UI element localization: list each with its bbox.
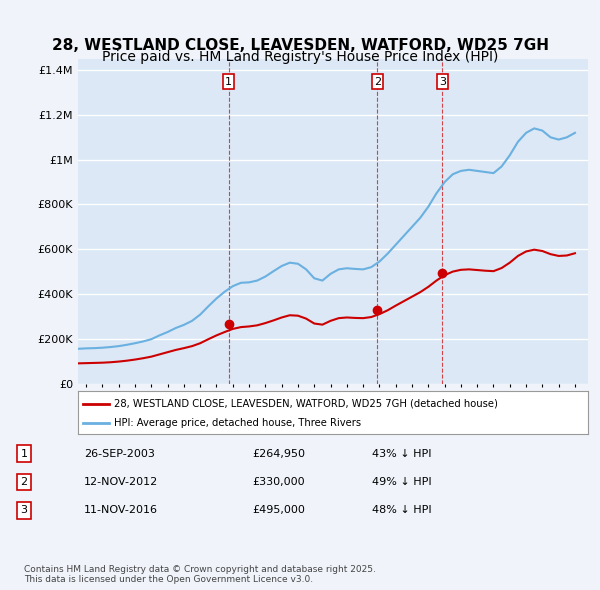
Text: £330,000: £330,000 [252,477,305,487]
Text: 12-NOV-2012: 12-NOV-2012 [84,477,158,487]
Text: 43% ↓ HPI: 43% ↓ HPI [372,449,431,458]
Text: Price paid vs. HM Land Registry's House Price Index (HPI): Price paid vs. HM Land Registry's House … [102,50,498,64]
Text: 3: 3 [439,77,446,87]
Text: 2: 2 [374,77,381,87]
Text: 1: 1 [225,77,232,87]
Text: 48% ↓ HPI: 48% ↓ HPI [372,506,431,515]
Text: 11-NOV-2016: 11-NOV-2016 [84,506,158,515]
Text: 1: 1 [20,449,28,458]
Text: 26-SEP-2003: 26-SEP-2003 [84,449,155,458]
Text: HPI: Average price, detached house, Three Rivers: HPI: Average price, detached house, Thre… [114,418,361,428]
Text: 28, WESTLAND CLOSE, LEAVESDEN, WATFORD, WD25 7GH (detached house): 28, WESTLAND CLOSE, LEAVESDEN, WATFORD, … [114,399,497,409]
Text: £495,000: £495,000 [252,506,305,515]
Text: 3: 3 [20,506,28,515]
Text: Contains HM Land Registry data © Crown copyright and database right 2025.
This d: Contains HM Land Registry data © Crown c… [24,565,376,584]
Text: 28, WESTLAND CLOSE, LEAVESDEN, WATFORD, WD25 7GH: 28, WESTLAND CLOSE, LEAVESDEN, WATFORD, … [52,38,548,53]
Text: £264,950: £264,950 [252,449,305,458]
Text: 49% ↓ HPI: 49% ↓ HPI [372,477,431,487]
Text: 2: 2 [20,477,28,487]
